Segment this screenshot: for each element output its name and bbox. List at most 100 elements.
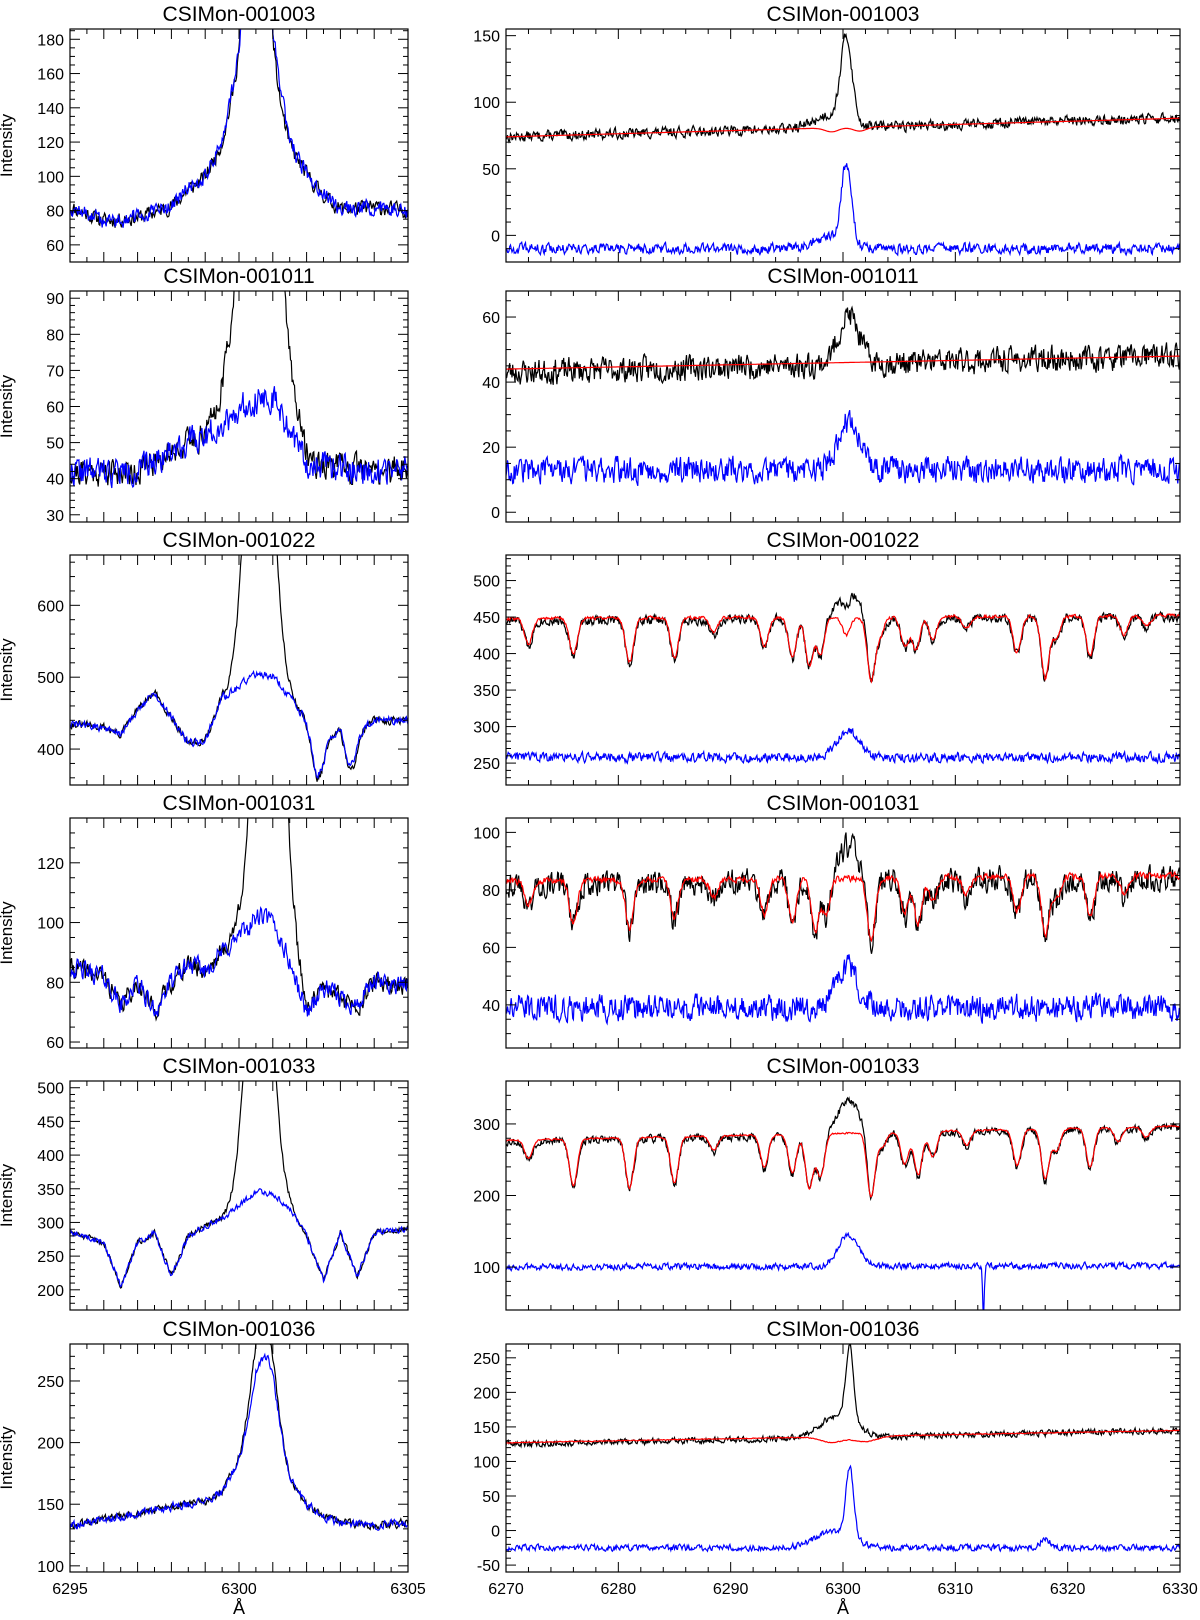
plot-frame (505, 1343, 1181, 1573)
y-tick-label: 60 (46, 1035, 64, 1052)
panel-title: CSIMon-001011 (163, 265, 314, 288)
x-tick-label: 6330 (1162, 1581, 1198, 1598)
panel-title: CSIMon-001003 (767, 3, 920, 26)
x-tick-label: 6320 (1050, 1581, 1086, 1598)
y-tick-label: 150 (473, 1420, 500, 1437)
y-tick-label: 400 (473, 647, 500, 664)
series-line-1 (506, 32, 1180, 144)
y-tick-label: 200 (37, 1283, 64, 1300)
series-line-1 (70, 1344, 408, 1531)
y-tick-label: 150 (37, 1497, 64, 1514)
y-tick-label: 0 (491, 505, 500, 522)
plot-frame (505, 290, 1181, 523)
y-axis-label: Intensity (0, 1426, 16, 1490)
y-tick-label: 450 (473, 610, 500, 627)
series-line-3 (506, 409, 1180, 487)
y-tick-label: 70 (46, 363, 64, 380)
y-tick-label: 250 (473, 1351, 500, 1368)
panel-title: CSIMon-001033 (767, 1055, 920, 1078)
series-line-2 (506, 1124, 1180, 1198)
y-tick-label: 60 (46, 238, 64, 255)
series-line-2 (70, 29, 408, 228)
x-tick-label: 6295 (52, 1581, 88, 1598)
series-line-1 (70, 291, 408, 487)
y-tick-label: 300 (37, 1215, 64, 1232)
y-tick-label: 150 (473, 29, 500, 46)
panel-9: CSIMon-001033 Intensity 200 250 300 350 400 450… (0, 1055, 409, 1311)
series-line-2 (506, 870, 1180, 943)
series-line-2 (70, 1352, 408, 1531)
series-line-2 (506, 1429, 1180, 1444)
x-tick-label: 6310 (938, 1581, 974, 1598)
y-tick-label: 80 (46, 327, 64, 344)
panel-title: CSIMon-001022 (163, 529, 316, 552)
y-tick-label: 140 (37, 101, 64, 118)
y-tick-label: 200 (37, 1436, 64, 1453)
y-tick-label: 50 (482, 162, 500, 179)
y-tick-label: 100 (473, 1260, 500, 1277)
y-tick-label: 250 (37, 1249, 64, 1266)
y-axis-label: Intensity (0, 113, 16, 177)
panel-10: CSIMon-001033 100 200 300 (473, 1055, 1181, 1311)
series-line-3 (506, 1231, 1180, 1310)
y-tick-label: 450 (37, 1114, 64, 1131)
series-line-2 (506, 355, 1180, 370)
panel-title: CSIMon-001011 (767, 265, 918, 288)
y-tick-label: 400 (37, 742, 64, 759)
x-axis-label: Å (837, 1598, 849, 1618)
series-line-1 (506, 592, 1180, 683)
x-tick-label: 6270 (488, 1581, 524, 1598)
x-tick-label: 6280 (601, 1581, 637, 1598)
y-tick-label: 60 (46, 400, 64, 417)
y-tick-label: 40 (482, 375, 500, 392)
y-tick-label: 250 (37, 1374, 64, 1391)
y-tick-label: 0 (491, 228, 500, 245)
panel-5: CSIMon-001022 Intensity 400 500 600 (0, 529, 409, 786)
series-line-1 (506, 1096, 1180, 1202)
y-tick-label: 30 (46, 508, 64, 525)
x-tick-label: 6300 (825, 1581, 861, 1598)
x-tick-label: 6290 (713, 1581, 749, 1598)
series-line-1 (506, 305, 1180, 385)
series-line-2 (70, 906, 408, 1017)
panel-title: CSIMon-001031 (163, 792, 316, 815)
y-tick-label: 500 (473, 574, 500, 591)
y-tick-label: 350 (473, 683, 500, 700)
x-tick-label: 6305 (390, 1581, 426, 1598)
panel-2: CSIMon-001003 0 50 100 150 (473, 3, 1181, 263)
y-tick-label: 50 (46, 436, 64, 453)
y-tick-label: 350 (37, 1182, 64, 1199)
series-line-3 (506, 163, 1180, 257)
y-tick-label: 60 (482, 940, 500, 957)
y-tick-label: 160 (37, 67, 64, 84)
panel-12: CSIMon-001036 Å -50 0 50 100 150 200 250 6270 6280… (473, 1318, 1198, 1618)
y-tick-label: 40 (482, 998, 500, 1015)
y-tick-label: 500 (37, 1081, 64, 1098)
panel-title: CSIMon-001033 (163, 1055, 316, 1078)
y-tick-label: 600 (37, 598, 64, 615)
panel-11: CSIMon-001036 Intensity Å 100 150 200 250 6295 6… (0, 1318, 426, 1618)
y-tick-label: -50 (477, 1558, 500, 1575)
y-tick-label: 100 (37, 1559, 64, 1576)
y-tick-label: 20 (482, 440, 500, 457)
y-tick-label: 400 (37, 1148, 64, 1165)
panel-title: CSIMon-001031 (767, 792, 920, 815)
y-tick-label: 500 (37, 670, 64, 687)
y-axis-label: Intensity (0, 1163, 16, 1227)
panel-title: CSIMon-001022 (767, 529, 920, 552)
series-line-2 (70, 1188, 408, 1288)
panel-7: CSIMon-001031 Intensity 60 80 100 120 (0, 792, 409, 1052)
series-line-3 (506, 954, 1180, 1026)
panel-title: CSIMon-001003 (163, 3, 316, 26)
panel-6: CSIMon-001022 250 300 350 400 450 500 (473, 529, 1181, 786)
y-tick-label: 300 (473, 1117, 500, 1134)
plot-frame (505, 554, 1181, 786)
series-line-3 (506, 727, 1180, 765)
x-tick-label: 6300 (221, 1581, 257, 1598)
y-tick-label: 80 (46, 975, 64, 992)
series-line-3 (506, 1464, 1180, 1553)
y-tick-label: 0 (491, 1524, 500, 1541)
y-tick-label: 80 (482, 883, 500, 900)
y-tick-label: 120 (37, 135, 64, 152)
